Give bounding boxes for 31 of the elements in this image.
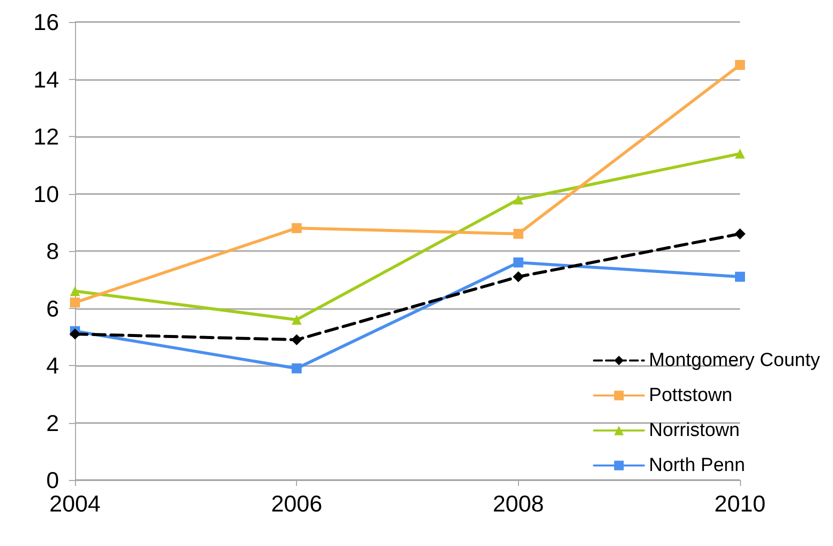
x-tick-label: 2006 xyxy=(271,490,322,516)
point xyxy=(513,194,524,204)
point xyxy=(513,228,524,239)
y-tick-label: 12 xyxy=(33,124,59,150)
legend-label: North Penn xyxy=(648,455,746,476)
point xyxy=(70,328,80,340)
x-tick-label: 2010 xyxy=(714,490,766,516)
x-tick-label: 2004 xyxy=(49,490,101,516)
legend-label: Pottstown xyxy=(648,385,732,406)
y-tick-label: 10 xyxy=(33,180,59,207)
y-tick-label: 2 xyxy=(46,410,59,436)
y-tick-label: 8 xyxy=(46,238,59,264)
point xyxy=(734,228,746,240)
y-tick-label: 14 xyxy=(33,66,60,92)
point xyxy=(735,60,745,70)
point xyxy=(735,148,745,159)
x-tick-label: 2008 xyxy=(492,490,544,516)
y-tick-label: 16 xyxy=(33,9,59,35)
point xyxy=(292,363,302,374)
y-tick-label: 6 xyxy=(46,295,59,322)
point xyxy=(735,272,745,282)
point xyxy=(70,286,80,296)
y-tick-label: 0 xyxy=(46,467,59,493)
point xyxy=(291,334,302,346)
point xyxy=(513,257,524,268)
point xyxy=(292,223,302,234)
point xyxy=(512,271,524,282)
legend-label: Norristown xyxy=(648,420,740,441)
legend-label: Montgomery County xyxy=(648,350,820,371)
y-tick-label: 4 xyxy=(46,352,60,378)
point xyxy=(292,314,302,325)
